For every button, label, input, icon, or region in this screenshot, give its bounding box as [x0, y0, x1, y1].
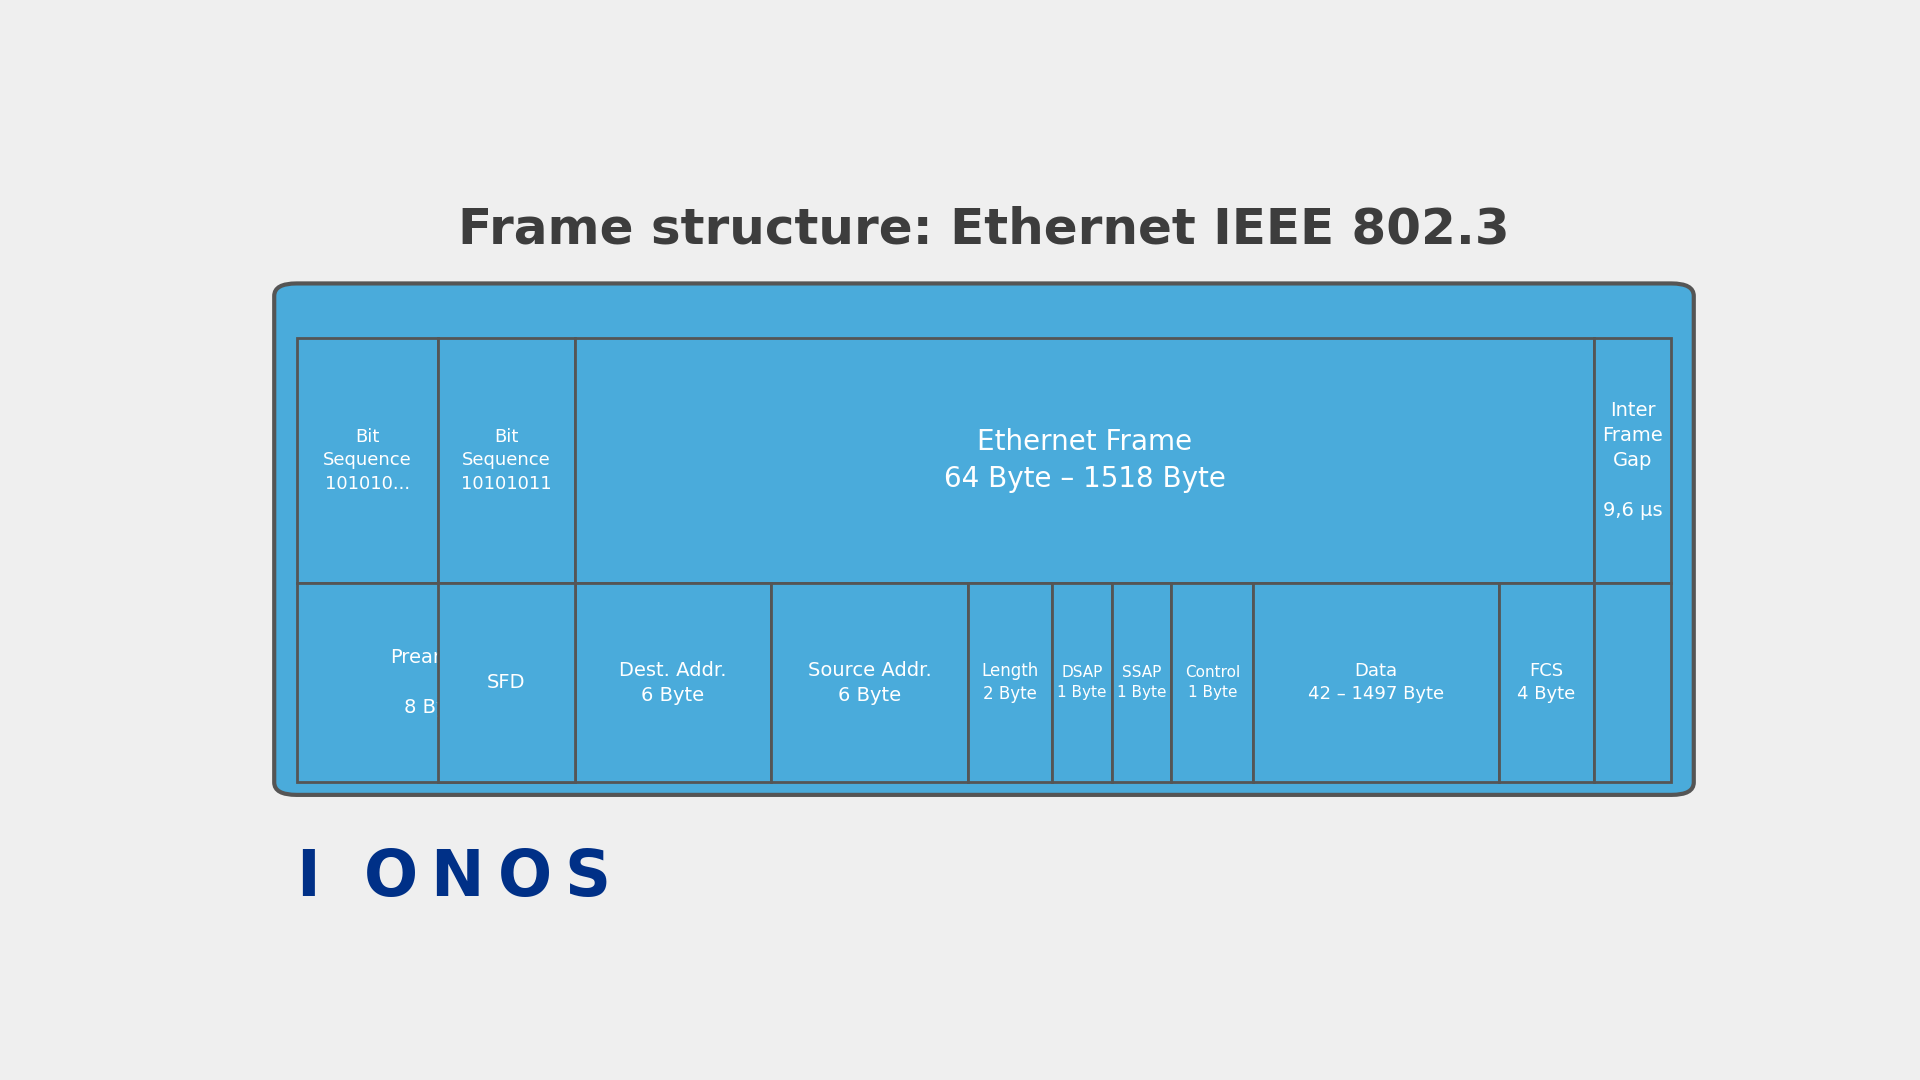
Text: Control
1 Byte: Control 1 Byte [1185, 665, 1240, 700]
FancyBboxPatch shape [1254, 583, 1500, 782]
Text: FCS
4 Byte: FCS 4 Byte [1517, 662, 1576, 703]
Text: I: I [296, 847, 321, 909]
FancyBboxPatch shape [1112, 583, 1171, 782]
Text: Inter
Frame
Gap

9,6 μs: Inter Frame Gap 9,6 μs [1603, 401, 1663, 519]
Text: Source Addr.
6 Byte: Source Addr. 6 Byte [808, 661, 931, 704]
FancyBboxPatch shape [1594, 337, 1672, 583]
FancyBboxPatch shape [296, 583, 574, 782]
Text: Length
2 Byte: Length 2 Byte [981, 662, 1039, 703]
FancyBboxPatch shape [438, 583, 574, 782]
FancyBboxPatch shape [1500, 583, 1594, 782]
Text: Preamble

8 Byte: Preamble 8 Byte [390, 648, 482, 717]
FancyBboxPatch shape [574, 583, 772, 782]
FancyBboxPatch shape [296, 337, 438, 583]
Text: Dest. Addr.
6 Byte: Dest. Addr. 6 Byte [620, 661, 728, 704]
FancyBboxPatch shape [772, 583, 968, 782]
FancyBboxPatch shape [275, 283, 1693, 795]
Text: N: N [430, 847, 484, 909]
FancyBboxPatch shape [1171, 583, 1254, 782]
FancyBboxPatch shape [1052, 583, 1112, 782]
Text: O: O [363, 847, 419, 909]
FancyBboxPatch shape [438, 337, 574, 583]
Text: Data
42 – 1497 Byte: Data 42 – 1497 Byte [1308, 662, 1444, 703]
FancyBboxPatch shape [968, 583, 1052, 782]
Text: S: S [564, 847, 611, 909]
Text: Ethernet Frame
64 Byte – 1518 Byte: Ethernet Frame 64 Byte – 1518 Byte [943, 428, 1225, 492]
Text: Frame structure: Ethernet IEEE 802.3: Frame structure: Ethernet IEEE 802.3 [459, 205, 1509, 254]
Text: O: O [497, 847, 551, 909]
Text: DSAP
1 Byte: DSAP 1 Byte [1058, 665, 1108, 700]
FancyBboxPatch shape [574, 337, 1594, 583]
Text: Bit
Sequence
10101011: Bit Sequence 10101011 [461, 428, 551, 492]
Text: Bit
Sequence
101010...: Bit Sequence 101010... [323, 428, 411, 492]
Text: SFD: SFD [488, 673, 526, 692]
FancyBboxPatch shape [1594, 583, 1672, 782]
Text: SSAP
1 Byte: SSAP 1 Byte [1117, 665, 1167, 700]
